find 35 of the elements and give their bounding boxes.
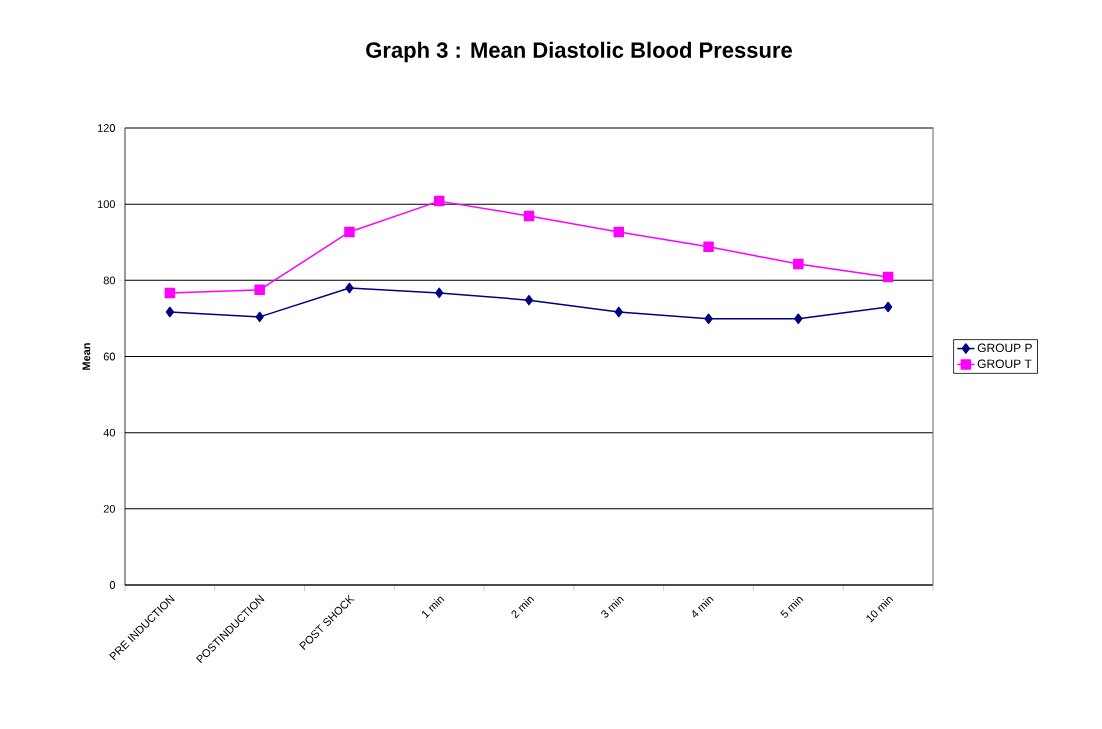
y-tick-label: 80: [103, 276, 116, 285]
point: [883, 301, 893, 313]
x-tick-label: 10 min: [866, 596, 894, 623]
y-tick-label: 100: [97, 200, 116, 209]
point: [345, 282, 354, 294]
y-tick-label: 20: [103, 504, 116, 513]
point: [523, 210, 535, 222]
chart-title: Graph 3 : Mean Diastolic Blood Pressure: [366, 41, 792, 63]
point: [344, 226, 355, 238]
x-tick-label: 3 min: [601, 596, 624, 618]
y-tick-label: 40: [103, 428, 116, 437]
point: [433, 195, 445, 207]
legend-label: GROUP P: [977, 343, 1032, 353]
point: [703, 241, 714, 253]
point: [165, 306, 175, 318]
point: [254, 284, 265, 296]
y-tick-label: 120: [97, 124, 116, 132]
point: [794, 313, 803, 325]
point: [524, 294, 534, 306]
point: [614, 306, 623, 318]
x-tick-label: 4 min: [692, 596, 714, 618]
point: [882, 271, 894, 283]
point: [613, 226, 625, 238]
x-tick-label: 1 min: [422, 596, 445, 619]
point: [793, 258, 804, 270]
point: [255, 311, 264, 323]
point: [164, 287, 176, 299]
point: [435, 287, 444, 299]
legend-label: GROUP T: [977, 359, 1032, 368]
y-tick-label: 0: [109, 581, 116, 589]
y-axis-title: Mean: [82, 343, 91, 370]
y-tick-label: 60: [103, 352, 116, 361]
x-tick-label: 5 min: [780, 596, 804, 618]
x-tick-label: 2 min: [511, 596, 535, 619]
point: [704, 313, 713, 325]
